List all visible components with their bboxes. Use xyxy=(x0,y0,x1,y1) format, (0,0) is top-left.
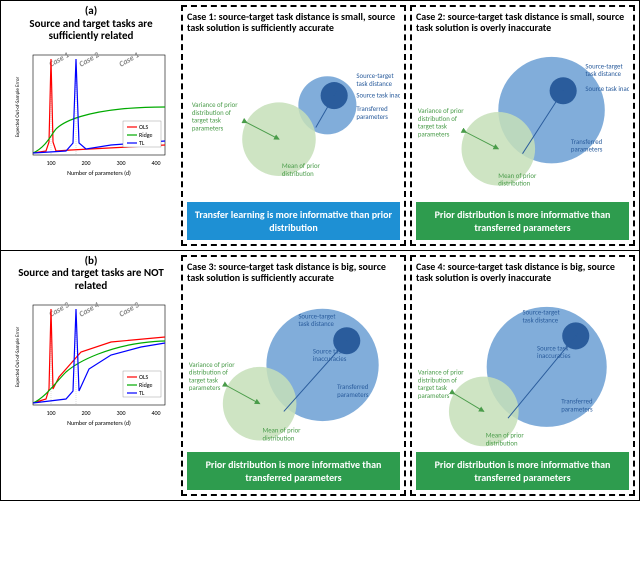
case-1-conclusion: Transfer learning is more informative th… xyxy=(187,202,400,240)
svg-text:Source task inaccuracies: Source task inaccuracies xyxy=(356,92,400,100)
svg-text:100: 100 xyxy=(46,409,55,417)
svg-text:parameters: parameters xyxy=(192,124,224,132)
panel-a-left: (a) Source and target tasks are sufficie… xyxy=(1,1,181,250)
panel-a-label: (a) xyxy=(85,4,97,17)
svg-text:task distance: task distance xyxy=(298,320,334,328)
svg-text:OLS: OLS xyxy=(139,373,148,381)
svg-text:TL: TL xyxy=(139,389,145,397)
cases-row-a: Case 1: source-target task distance is s… xyxy=(181,1,639,250)
svg-text:task distance: task distance xyxy=(356,80,392,88)
figure-root: (a) Source and target tasks are sufficie… xyxy=(0,0,640,501)
case-4-panel: Case 4: source-target task distance is b… xyxy=(410,255,635,496)
svg-text:distribution: distribution xyxy=(486,439,518,447)
panel-a-title-text: Source and target tasks are sufficiently… xyxy=(29,17,152,43)
case-1-panel: Case 1: source-target task distance is s… xyxy=(181,5,406,246)
svg-text:200: 200 xyxy=(81,159,90,167)
svg-text:parameters: parameters xyxy=(337,391,369,399)
svg-text:400: 400 xyxy=(151,409,160,417)
svg-text:200: 200 xyxy=(81,409,90,417)
panel-b-title-text: Source and target tasks are NOT related xyxy=(18,266,164,292)
svg-text:Case 4: Case 4 xyxy=(78,299,102,319)
svg-text:Expected Out-of-Sample Error: Expected Out-of-Sample Error xyxy=(15,326,21,387)
svg-text:inaccuracies: inaccuracies xyxy=(313,355,347,363)
svg-text:400: 400 xyxy=(151,159,160,167)
case-1-title: Case 1: source-target task distance is s… xyxy=(187,11,400,33)
panel-b-label: (b) xyxy=(85,254,98,267)
panel-a-title: (a) Source and target tasks are sufficie… xyxy=(7,5,175,43)
svg-text:Ridge: Ridge xyxy=(139,381,153,389)
svg-text:inaccuracies: inaccuracies xyxy=(537,352,571,360)
cases-row-b: Case 3: source-target task distance is b… xyxy=(181,251,639,500)
case-1-diagram: Source-target task distance Source task … xyxy=(187,35,400,200)
panel-b-title: (b) Source and target tasks are NOT rela… xyxy=(7,255,175,293)
svg-text:OLS: OLS xyxy=(139,123,148,131)
case-marker: Case 2 xyxy=(78,50,102,70)
case-2-panel: Case 2: source-target task distance is s… xyxy=(410,5,635,246)
svg-text:distribution: distribution xyxy=(263,434,295,442)
mini-plot-b: Case 3 Case 4 Case 3 100 200 300 400 Num… xyxy=(11,297,171,427)
svg-text:100: 100 xyxy=(46,159,55,167)
case-3-conclusion: Prior distribution is more informative t… xyxy=(187,452,400,490)
row-a: (a) Source and target tasks are sufficie… xyxy=(1,1,639,251)
svg-text:Source task inaccuracies: Source task inaccuracies xyxy=(585,85,629,93)
case-2-diagram: Source-target task distance Source task … xyxy=(416,35,629,200)
svg-text:300: 300 xyxy=(116,159,125,167)
svg-text:distribution: distribution xyxy=(282,170,314,178)
svg-text:task distance: task distance xyxy=(523,316,559,324)
case-2-title: Case 2: source-target task distance is s… xyxy=(416,11,629,33)
case-3-panel: Case 3: source-target task distance is b… xyxy=(181,255,406,496)
case-3-title: Case 3: source-target task distance is b… xyxy=(187,261,400,283)
mini-plot-a: Case 1 Case 2 Case 1 100 200 300 400 xyxy=(11,47,171,177)
svg-text:parameters: parameters xyxy=(418,130,450,138)
svg-text:parameters: parameters xyxy=(418,392,450,400)
case-marker: Case 1 xyxy=(118,50,141,69)
svg-text:Ridge: Ridge xyxy=(139,131,153,139)
row-b: (b) Source and target tasks are NOT rela… xyxy=(1,251,639,500)
svg-text:TL: TL xyxy=(139,139,145,147)
case-3-diagram: Source-target task distance Source task … xyxy=(187,285,400,450)
svg-text:parameters: parameters xyxy=(571,146,603,154)
svg-text:300: 300 xyxy=(116,409,125,417)
ylabel-a: Expected Out-of-Sample Error xyxy=(15,76,21,137)
case-4-title: Case 4: source-target task distance is b… xyxy=(416,261,629,283)
svg-text:parameters: parameters xyxy=(561,405,593,413)
svg-text:parameters: parameters xyxy=(189,384,221,392)
svg-text:Case 3: Case 3 xyxy=(118,299,142,319)
panel-b-left: (b) Source and target tasks are NOT rela… xyxy=(1,251,181,500)
case-4-conclusion: Prior distribution is more informative t… xyxy=(416,452,629,490)
xlabel-a: Number of parameters (d) xyxy=(67,169,131,177)
svg-text:task distance: task distance xyxy=(585,70,621,78)
svg-text:Number of parameters (d): Number of parameters (d) xyxy=(67,419,131,427)
svg-text:parameters: parameters xyxy=(356,113,388,121)
svg-text:distribution: distribution xyxy=(498,180,530,188)
case-2-conclusion: Prior distribution is more informative t… xyxy=(416,202,629,240)
case-4-diagram: Source-target task distance Source task … xyxy=(416,285,629,450)
